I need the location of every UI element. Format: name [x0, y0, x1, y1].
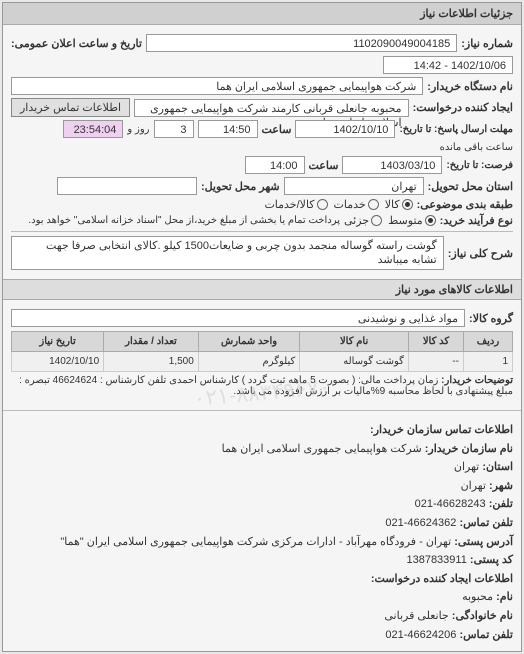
deadline-time-label: ساعت	[262, 123, 292, 136]
cell-code: --	[408, 352, 463, 372]
cell-date: 1402/10/10	[12, 352, 104, 372]
contact-tel: 46628243-021	[415, 498, 486, 510]
radio-icon	[368, 199, 379, 210]
table-row: 1 -- گوشت گوساله کیلوگرم 1,500 1402/10/1…	[12, 352, 513, 372]
creator-info-label: اطلاعات ایجاد کننده درخواست:	[371, 573, 513, 585]
col-unit: واحد شمارش	[198, 332, 299, 352]
contact-org-label: نام سازمان خریدار:	[425, 443, 513, 455]
request-no-label: شماره نیاز:	[461, 37, 513, 50]
radio-kala-khadamat[interactable]: کالا/خدمات	[264, 198, 327, 211]
buyer-notes-label: توضیحات خریدار:	[441, 375, 513, 386]
cell-name: گوشت گوساله	[300, 352, 409, 372]
col-row: ردیف	[464, 332, 513, 352]
deadline-date-field: 1402/10/10	[295, 120, 395, 138]
contact-name: محبوبه	[462, 591, 493, 603]
deadline-time-field: 14:50	[198, 120, 258, 138]
contact-address: تهران - فرودگاه مهرآباد - ادارات مرکزی ش…	[60, 536, 451, 548]
issue-time-field: 14:00	[245, 156, 305, 174]
contact-section: اطلاعات تماس سازمان خریدار: نام سازمان خ…	[3, 415, 521, 651]
pay-note: پرداخت تمام یا بخشی از مبلغ خرید،از محل …	[28, 215, 340, 226]
radio-icon	[317, 199, 328, 210]
delivery-city-field	[57, 177, 197, 195]
remain-time-field: 23:54:04	[63, 120, 123, 138]
radio-jozi[interactable]: جزئی	[344, 214, 382, 227]
contact-fax: 46624362-021	[385, 517, 456, 529]
contact-postal: 1387833911	[406, 554, 466, 566]
details-panel: جزئیات اطلاعات نیاز شماره نیاز: 11020900…	[2, 2, 522, 652]
radio-icon	[425, 215, 436, 226]
contact-tel-label: تلفن:	[489, 498, 513, 510]
radio-icon	[402, 199, 413, 210]
goods-table: ردیف کد کالا نام کالا واحد شمارش تعداد /…	[11, 331, 513, 372]
contact-tel2: 46624206-021	[385, 629, 456, 641]
col-qty: تعداد / مقدار	[104, 332, 199, 352]
contact-family-label: نام خانوادگی:	[452, 610, 513, 622]
contact-org: شرکت هواپیمایی جمهوری اسلامی ایران هما	[222, 443, 422, 455]
buyer-notes: زمان پرداخت مالی: ( بصورت 5 ماهه ثبت گرد…	[19, 375, 513, 397]
category-radio-group: کالا خدمات کالا/خدمات	[264, 198, 412, 211]
radio-khadamat[interactable]: خدمات	[334, 198, 379, 211]
cell-unit: کیلوگرم	[198, 352, 299, 372]
col-date: تاریخ نیاز	[12, 332, 104, 352]
goods-section-title: اطلاعات کالاهای مورد نیاز	[3, 279, 521, 300]
contact-section-title: اطلاعات تماس سازمان خریدار:	[370, 424, 513, 436]
panel-title: جزئیات اطلاعات نیاز	[3, 3, 521, 25]
radio-icon	[371, 215, 382, 226]
contact-fax-label: تلفن تماس:	[459, 517, 513, 529]
contact-city-label: شهر:	[489, 480, 513, 492]
cell-row: 1	[464, 352, 513, 372]
contact-family: جانعلی قربانی	[384, 610, 448, 622]
table-header-row: ردیف کد کالا نام کالا واحد شمارش تعداد /…	[12, 332, 513, 352]
remain-time-suffix: ساعت باقی مانده	[440, 142, 513, 153]
public-datetime-field: 1402/10/06 - 14:42	[383, 56, 513, 74]
buyer-org-label: نام دستگاه خریدار:	[427, 80, 513, 93]
delivery-province-label: استان محل تحویل:	[428, 180, 513, 193]
desc-field: گوشت راسته گوساله منجمد بدون چربی و ضایع…	[11, 236, 444, 270]
radio-kala[interactable]: کالا	[385, 198, 413, 211]
buyer-contact-button[interactable]: اطلاعات تماس خریدار	[11, 98, 130, 117]
remain-days-field: 3	[154, 120, 194, 138]
creator-field: محبوبه جانعلی قربانی کارمند شرکت هواپیما…	[134, 99, 409, 117]
delivery-province-field: تهران	[284, 177, 424, 195]
contact-province: تهران	[454, 461, 479, 473]
issue-date-field: 1403/03/10	[342, 156, 442, 174]
pay-type-label: نوع فرآیند خرید:	[440, 214, 513, 227]
goods-group-field: مواد غذایی و نوشیدنی	[11, 309, 465, 327]
contact-city: تهران	[461, 480, 486, 492]
cell-qty: 1,500	[104, 352, 199, 372]
deadline-label: مهلت ارسال پاسخ: تا تاریخ:	[399, 124, 513, 135]
creator-label: ایجاد کننده درخواست:	[413, 101, 513, 114]
col-name: نام کالا	[300, 332, 409, 352]
contact-name-label: نام:	[496, 591, 513, 603]
delivery-city-label: شهر محل تحویل:	[201, 180, 280, 193]
desc-label: شرح کلی نیاز:	[448, 247, 513, 260]
buyer-org-field: شرکت هواپیمایی جمهوری اسلامی ایران هما	[11, 77, 423, 95]
pay-type-radio-group: متوسط جزئی	[344, 214, 436, 227]
public-datetime-label: تاریخ و ساعت اعلان عمومی:	[11, 37, 142, 50]
radio-motavaset[interactable]: متوسط	[388, 214, 436, 227]
contact-postal-label: کد پستی:	[470, 554, 513, 566]
contact-address-label: آدرس پستی:	[454, 536, 513, 548]
remain-days-suffix: روز و	[127, 124, 149, 135]
issue-label: فرصت: تا تاریخ:	[446, 160, 513, 171]
goods-group-label: گروه کالا:	[469, 312, 513, 325]
col-code: کد کالا	[408, 332, 463, 352]
contact-province-label: استان:	[482, 461, 513, 473]
issue-time-label: ساعت	[309, 159, 339, 172]
request-no-field: 1102090049004185	[146, 34, 457, 52]
currency-label: طبقه بندی موضوعی:	[417, 198, 513, 211]
contact-tel2-label: تلفن تماس:	[459, 629, 513, 641]
